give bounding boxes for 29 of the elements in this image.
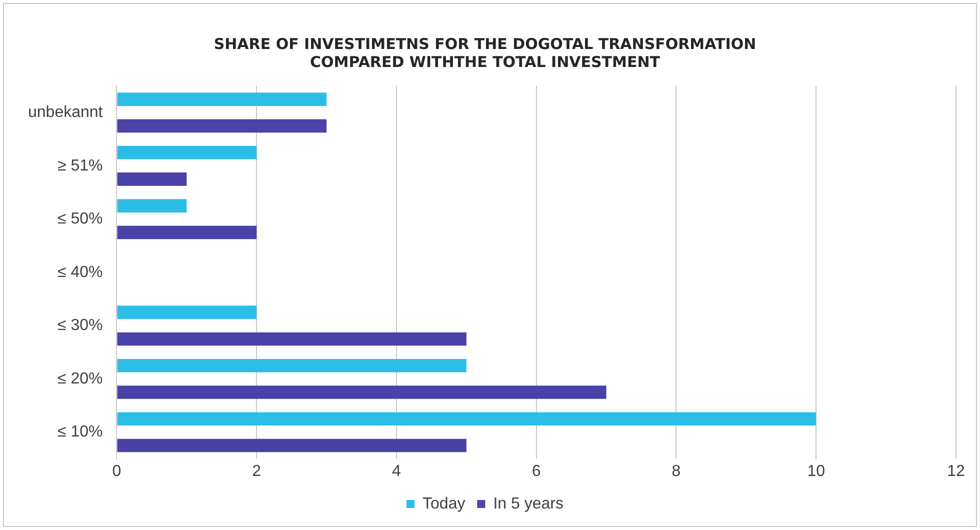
bar bbox=[117, 146, 257, 160]
y-tick-label: ≤ 40% bbox=[57, 264, 103, 281]
y-tick-label: ≥ 51% bbox=[57, 157, 103, 174]
x-tick-label: 0 bbox=[112, 462, 122, 480]
y-tick-label: ≤ 20% bbox=[57, 370, 103, 388]
y-tick-label: ≤ 30% bbox=[57, 317, 103, 334]
x-tick-label: 12 bbox=[947, 462, 965, 480]
bar bbox=[117, 172, 187, 186]
bar bbox=[117, 358, 466, 372]
bar bbox=[117, 199, 187, 212]
x-tick-label: 2 bbox=[252, 462, 262, 480]
bar bbox=[117, 92, 327, 106]
bar bbox=[117, 438, 466, 452]
legend-label: Today bbox=[422, 495, 466, 512]
x-tick-label: 4 bbox=[392, 462, 402, 480]
y-tick-label: ≤ 10% bbox=[57, 424, 103, 441]
chart-title: SHARE OF INVESTIMETNS FOR THE DOGOTAL TRANSFORMATION COMPARED WITHTHE TOTAL INVESTMENT bbox=[214, 34, 756, 71]
x-tick-label: 10 bbox=[807, 462, 826, 480]
bar bbox=[117, 226, 257, 240]
bar bbox=[117, 386, 606, 399]
y-tick-label: ≤ 50% bbox=[57, 210, 103, 228]
x-tick-label: 6 bbox=[532, 462, 541, 480]
x-tick-label: 8 bbox=[672, 462, 681, 480]
legend-label: In 5 years bbox=[493, 495, 564, 512]
bar bbox=[117, 412, 816, 426]
bar bbox=[117, 119, 327, 133]
bar bbox=[117, 306, 257, 319]
y-tick-label: unbekannt bbox=[28, 104, 104, 122]
bar bbox=[117, 332, 466, 346]
